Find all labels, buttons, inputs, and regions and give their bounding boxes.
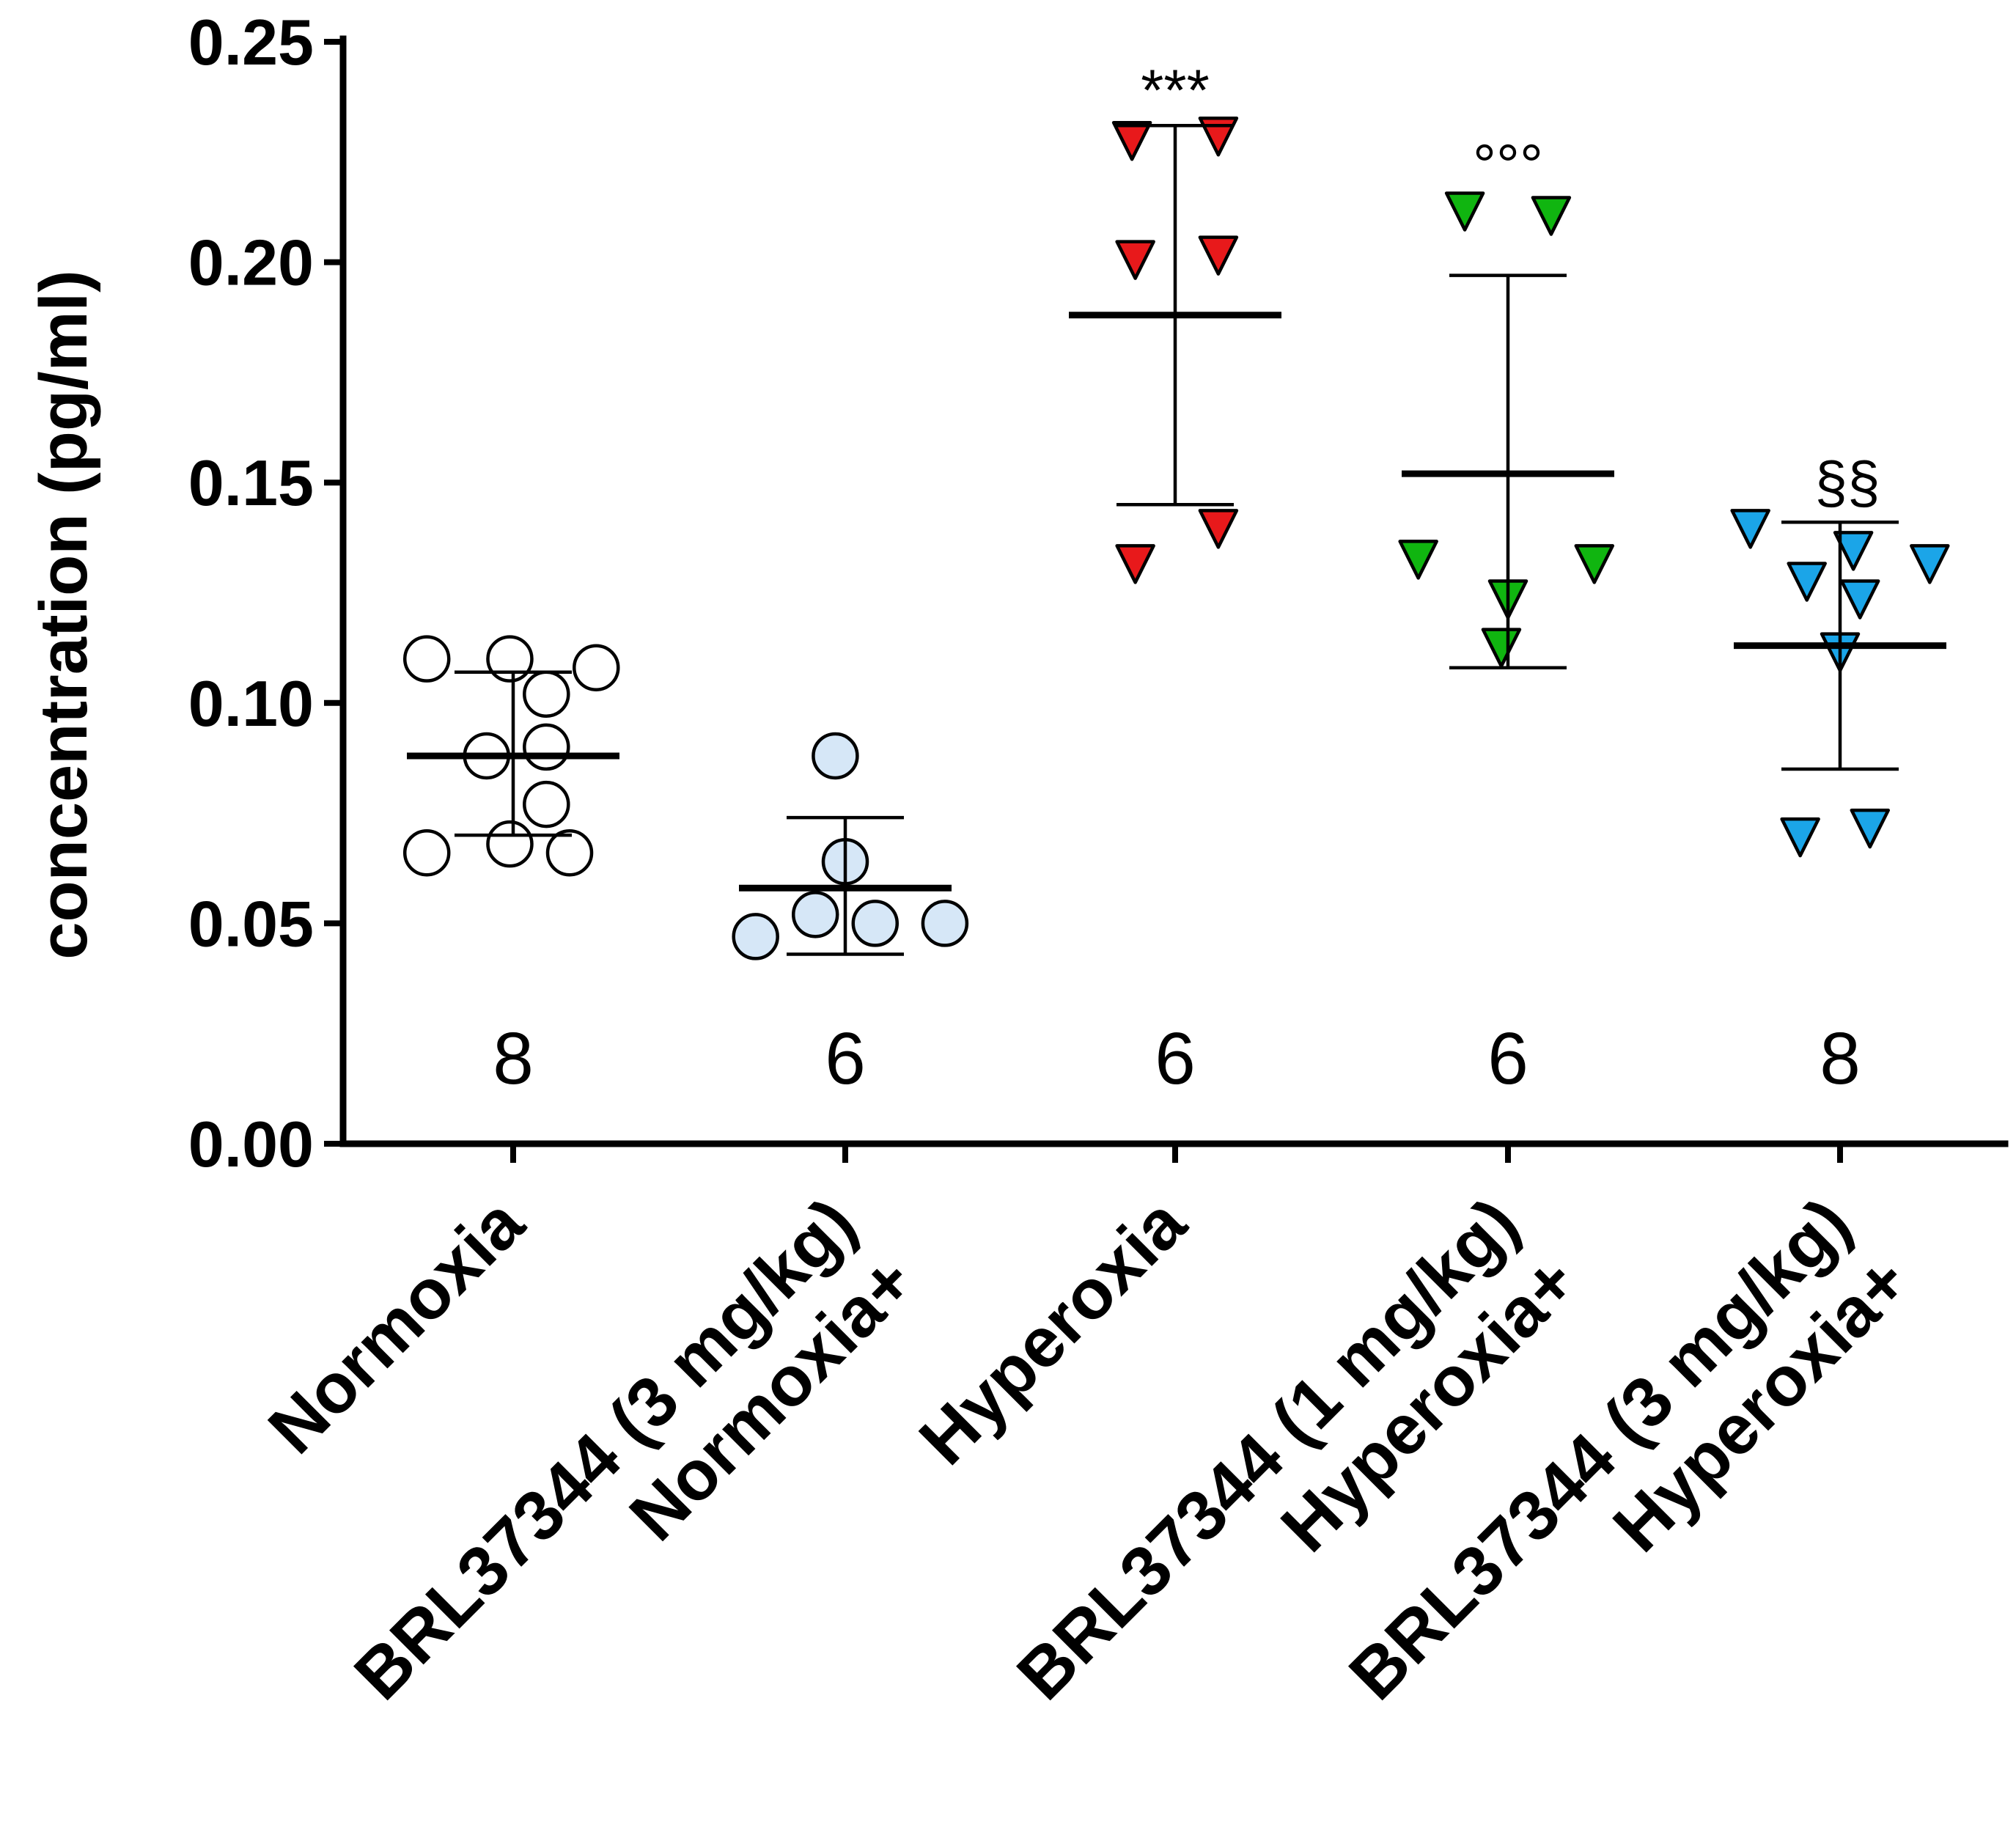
data-point [402,635,451,683]
significance-marker: *** [1141,57,1209,122]
category-label: Normoxia [254,1183,539,1469]
data-point [812,732,859,780]
data-point [545,828,594,877]
significance-marker: °°° [1473,132,1543,197]
data-point [486,820,534,868]
sample-size-label: 6 [1487,1018,1528,1100]
data-point [851,900,900,947]
sample-size-label: 6 [825,1018,866,1100]
data-point [486,635,534,683]
data-point [732,913,779,960]
data-point [523,723,570,771]
y-axis-title: concentration (pg/ml) [26,270,101,959]
data-point [1115,240,1155,280]
y-axis: 0.00 0.05 0.10 0.15 0.20 0.25 [188,6,347,1180]
data-point [1111,121,1152,161]
data-point [1833,531,1874,571]
data-point [523,670,570,719]
x-axis [339,1140,2009,1163]
data-point [1910,544,1950,584]
category-label: Hyperoxia [905,1183,1201,1480]
data-point [1444,191,1485,232]
data-point [523,780,570,828]
group-hyperoxia-brl-1: °°° 6 [1398,132,1615,1100]
significance-marker: §§ [1815,449,1880,515]
data-point [1850,808,1891,849]
y-tick-label: 0.25 [188,6,314,78]
data-point [1780,817,1820,858]
group-normoxia-brl-3: 6 [732,732,969,1100]
group-hyperoxia: *** 6 [1069,57,1281,1100]
data-point [402,828,451,877]
group-normoxia: 8 [402,635,620,1100]
sample-size-label: 6 [1155,1018,1196,1100]
y-tick-label: 0.20 [188,227,314,299]
data-point [1115,544,1155,584]
data-point [1839,579,1880,620]
data-point [1198,235,1239,276]
y-tick-label: 0.05 [188,887,314,960]
data-point [573,644,620,691]
y-tick-label: 0.10 [188,667,314,740]
y-tick-label: 0.00 [188,1108,314,1180]
data-point [1398,540,1438,580]
data-point [921,900,969,947]
category-labels: Normoxia Normoxia+BRL37344 (3 mg/kg) Hyper… [254,1183,1924,1715]
data-groups: 8 6 *** 6 °°° 6 §§ 8 [402,57,1950,1100]
group-hyperoxia-brl-3: §§ 8 [1730,449,1950,1100]
data-point [1198,509,1239,549]
data-point [1574,544,1615,584]
data-point [1198,117,1239,157]
data-point [1730,509,1770,549]
data-point [1531,196,1572,236]
sample-size-label: 8 [1820,1018,1861,1100]
data-point [1481,628,1522,668]
data-point [791,891,839,938]
data-point [1787,562,1827,602]
sample-size-label: 8 [493,1018,534,1100]
y-tick-label: 0.15 [188,447,314,519]
